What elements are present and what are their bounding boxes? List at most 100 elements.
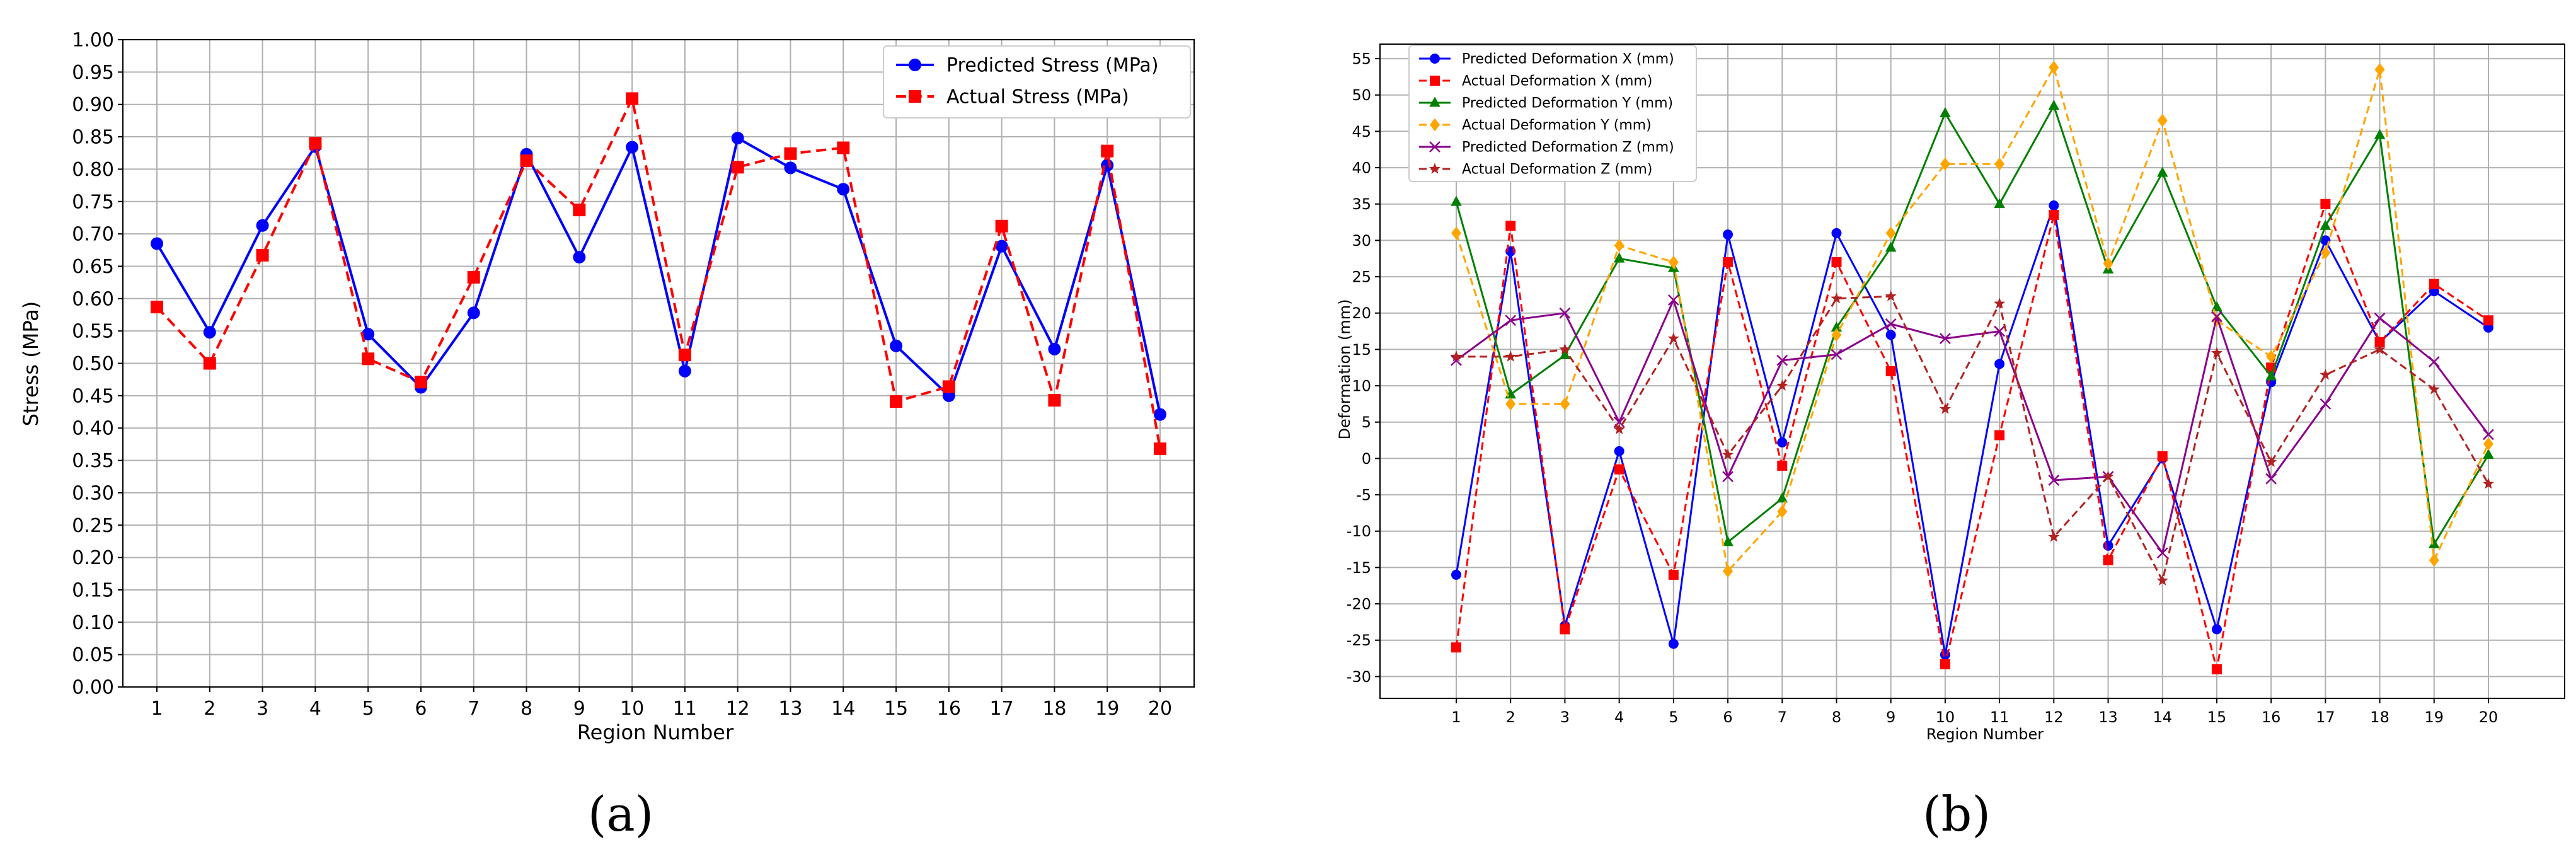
point-actual-deformation-z-11	[1994, 297, 2006, 309]
point-actual-deformation-z-20	[2482, 478, 2495, 489]
point-actual-deformation-z-15	[2211, 347, 2223, 358]
deformation-y-axis-label: Deformation (mm)	[1336, 299, 1354, 440]
point-predicted-deformation-y-19	[2428, 538, 2440, 548]
series-actual-stress	[151, 92, 1166, 456]
legend-label: Predicted Stress (MPa)	[946, 55, 1159, 77]
x-tick-label: 7	[1778, 708, 1787, 726]
point-actual-deformation-y-8	[1831, 328, 1842, 342]
legend-item-actual-deformation-x: Actual Deformation X (mm)	[1419, 74, 1652, 89]
point-actual-deformation-y-5	[1668, 255, 1679, 269]
x-tick-label: 11	[1990, 708, 2010, 726]
point-actual-stress-7	[467, 270, 480, 284]
x-tick-label: 13	[778, 698, 802, 720]
point-predicted-stress-17	[995, 239, 1008, 253]
stress-legend-box	[883, 45, 1191, 118]
point-predicted-deformation-y-10	[1940, 107, 1951, 117]
series-line-actual-deformation-x	[1455, 203, 2489, 671]
point-predicted-deformation-z-17	[2320, 398, 2332, 410]
point-actual-deformation-z-14	[2156, 574, 2168, 586]
point-predicted-stress-20	[1154, 408, 1166, 421]
point-predicted-stress-18	[1048, 342, 1061, 355]
point-predicted-stress-11	[678, 364, 691, 378]
x-tick-label: 5	[362, 698, 374, 720]
legend-marker-predicted-deformation-z	[1429, 141, 1440, 153]
legend-item-predicted-deformation-y: Predicted Deformation Y (mm)	[1419, 96, 1673, 112]
point-predicted-stress-13	[784, 161, 797, 175]
y-tick-label: -15	[1347, 559, 1371, 577]
stress-chart: 0.00 0.05 0.10 0.15 0.20 0.25 0.30 0.35 0.40 0.45…	[19, 30, 1195, 842]
x-tick-label: 19	[2425, 708, 2444, 726]
point-actual-deformation-x-13	[2103, 555, 2113, 565]
x-tick-label: 15	[2207, 708, 2227, 726]
point-actual-deformation-x-11	[1994, 430, 2005, 441]
point-actual-deformation-z-13	[2102, 470, 2114, 482]
y-tick-label: 0.00	[72, 677, 114, 699]
x-tick-label: 3	[256, 698, 268, 720]
point-predicted-stress-14	[837, 183, 850, 196]
point-predicted-stress-5	[362, 328, 375, 341]
y-tick-label: 0.75	[72, 191, 114, 213]
point-actual-deformation-y-4	[1614, 239, 1624, 252]
x-tick-label: 13	[2098, 708, 2118, 726]
point-actual-deformation-z-10	[1939, 403, 1951, 414]
y-tick-label: 40	[1352, 159, 1371, 176]
point-predicted-deformation-x-15	[2211, 624, 2222, 635]
series-line-actual-deformation-y	[1455, 66, 2490, 572]
point-predicted-deformation-z-7	[1776, 354, 1788, 366]
point-predicted-deformation-x-8	[1831, 228, 1842, 238]
x-tick-label: 2	[204, 698, 216, 720]
point-actual-deformation-z-18	[2374, 343, 2386, 355]
x-tick-label: 20	[1148, 698, 1172, 720]
point-predicted-deformation-x-9	[1885, 330, 1896, 340]
deformation-gridlines	[1380, 44, 2565, 698]
x-tick-label: 6	[415, 698, 427, 720]
point-actual-deformation-z-12	[2048, 531, 2060, 542]
series-actual-deformation-y	[1451, 61, 2493, 578]
point-actual-deformation-y-1	[1451, 226, 1461, 240]
point-predicted-deformation-z-8	[1831, 349, 1843, 361]
y-tick-label: 0.50	[72, 353, 114, 375]
point-predicted-deformation-y-16	[2265, 370, 2277, 381]
y-tick-label: 0.20	[72, 547, 114, 569]
series-line-predicted-deformation-y	[1455, 105, 2490, 545]
point-predicted-deformation-z-2	[1505, 314, 1517, 326]
x-tick-label: 4	[1614, 708, 1624, 726]
point-actual-stress-4	[309, 137, 322, 150]
point-actual-stress-12	[731, 161, 744, 174]
series-line-predicted-stress	[156, 137, 1161, 415]
x-tick-label: 15	[884, 698, 908, 720]
y-tick-label: 0.80	[72, 159, 114, 181]
point-predicted-deformation-z-15	[2211, 311, 2222, 323]
legend-marker-predicted-stress	[909, 59, 921, 71]
x-tick-label: 17	[990, 698, 1014, 720]
legend-marker-predicted-deformation-y	[1429, 96, 1440, 107]
y-tick-label: 0.10	[72, 612, 114, 634]
legend-marker-actual-deformation-x	[1430, 76, 1440, 86]
point-actual-stress-5	[362, 352, 375, 366]
x-tick-label: 8	[1832, 708, 1841, 726]
deformation-axes-frame	[1379, 43, 2565, 699]
point-actual-deformation-x-7	[1777, 460, 1788, 471]
y-tick-label: 0.65	[72, 256, 114, 278]
legend-label: Actual Deformation Y (mm)	[1462, 118, 1652, 134]
point-predicted-deformation-y-11	[1994, 198, 2005, 209]
y-tick-label: 0.55	[72, 321, 114, 343]
y-tick-label: 5	[1362, 413, 1371, 431]
point-actual-deformation-x-8	[1831, 257, 1842, 267]
stress-series	[151, 92, 1166, 456]
y-tick-label: 0.85	[72, 127, 114, 149]
point-actual-stress-9	[573, 204, 586, 217]
point-actual-deformation-x-12	[2049, 210, 2059, 221]
x-tick-label: 1	[151, 698, 163, 720]
point-predicted-deformation-z-19	[2428, 356, 2440, 367]
y-tick-label: 0.45	[72, 385, 114, 407]
legend-marker-predicted-deformation-x	[1430, 54, 1440, 64]
y-tick-label: 0.95	[72, 62, 114, 84]
point-actual-deformation-x-15	[2211, 664, 2222, 674]
legend-item-actual-deformation-z: Actual Deformation Z (mm)	[1419, 162, 1652, 178]
y-tick-label: 0.35	[72, 450, 114, 472]
legend-label: Predicted Deformation Y (mm)	[1462, 96, 1673, 112]
point-actual-deformation-x-17	[2320, 199, 2331, 209]
point-actual-deformation-y-3	[1560, 397, 1570, 411]
point-actual-deformation-y-9	[1885, 226, 1896, 240]
